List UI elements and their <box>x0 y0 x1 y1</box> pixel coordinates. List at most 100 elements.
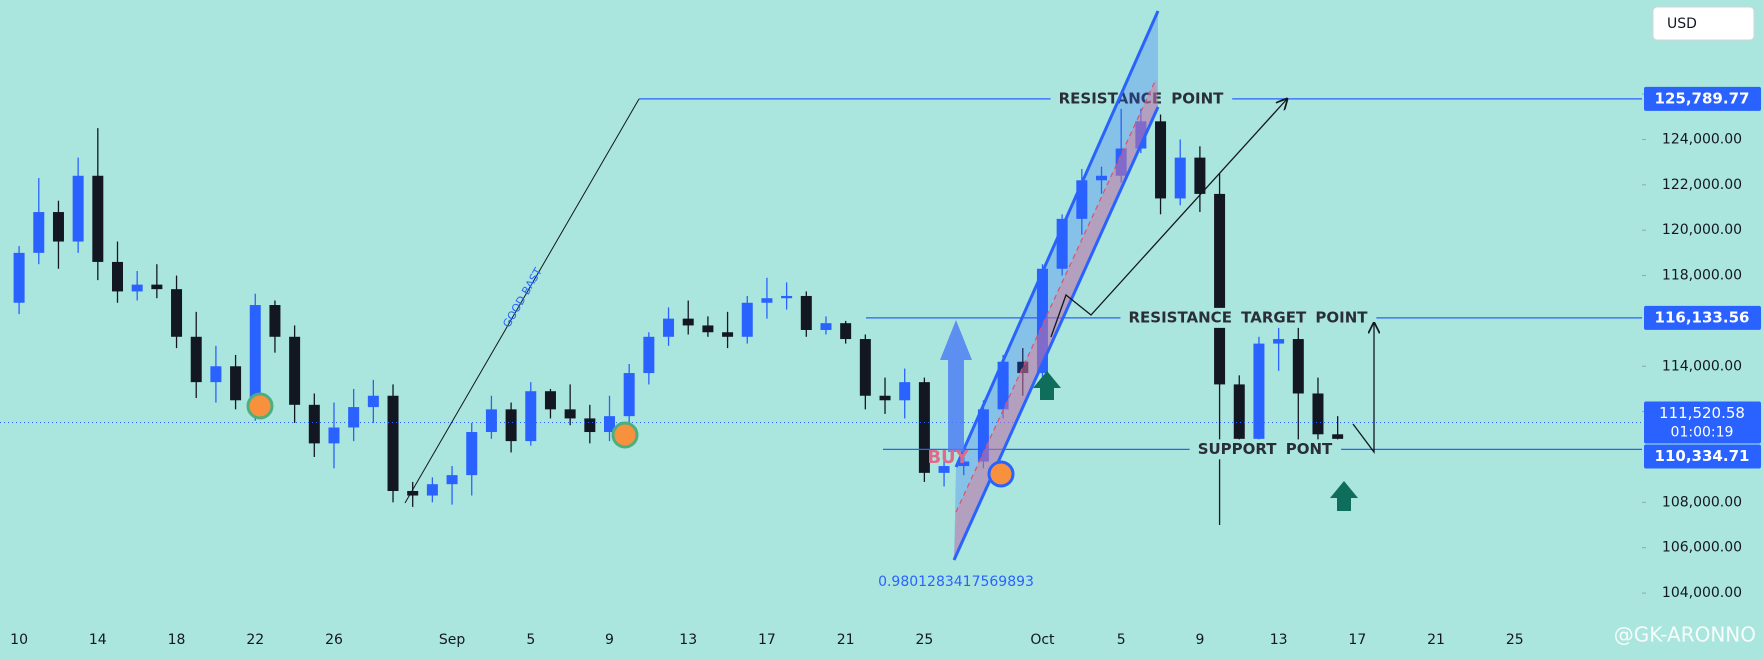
candle-body <box>407 490 419 496</box>
candle-body <box>1292 339 1304 394</box>
candle-body <box>781 295 793 299</box>
candle-body <box>604 416 615 433</box>
candle-body <box>682 318 694 326</box>
watermark: @GK-ARONNO <box>1614 623 1756 647</box>
channel-mid <box>955 78 1157 513</box>
candle-body <box>1233 384 1245 439</box>
x-tick-label: 5 <box>1117 632 1126 648</box>
candle-body <box>1253 343 1265 439</box>
candle-body <box>1214 193 1226 385</box>
y-tick-label: 118,000.00 <box>1662 268 1742 284</box>
candle-body <box>112 261 123 292</box>
candle-body <box>977 409 989 462</box>
channel-upper <box>954 10 1160 468</box>
line-label: RESISTANCE TARGET POINT <box>1128 308 1368 326</box>
line-label: SUPPORT PONT <box>1198 440 1333 458</box>
candle-body <box>72 175 84 242</box>
y-tick-label: 108,000.00 <box>1662 494 1742 510</box>
candle-body <box>348 407 360 428</box>
channel-lower <box>952 106 1160 561</box>
candle-body <box>1273 339 1285 344</box>
candle-body <box>52 212 64 242</box>
candle-body <box>289 336 301 405</box>
candle-body <box>131 284 143 292</box>
currency-label[interactable]: USD <box>1667 16 1697 32</box>
candle-body <box>820 323 832 330</box>
candle-body <box>446 475 458 485</box>
channel-band <box>954 79 1158 560</box>
label-bg <box>1050 88 1233 109</box>
candle-body <box>190 336 202 383</box>
price-tag-label: 116,133.56 <box>1655 308 1750 326</box>
x-tick-label: Oct <box>1030 632 1055 648</box>
candle-body <box>899 382 911 401</box>
candle-body <box>741 302 753 337</box>
candle-body <box>171 289 183 337</box>
channel-fill <box>954 11 1158 560</box>
path-arrow <box>1050 99 1287 338</box>
y-tick-label: 120,000.00 <box>1662 222 1742 238</box>
x-tick-label: 17 <box>758 632 776 648</box>
candle-body <box>1155 121 1167 199</box>
candle-body <box>702 325 714 333</box>
x-tick-label: 21 <box>1427 632 1445 648</box>
candle-body <box>1115 148 1127 176</box>
x-tick-label: 25 <box>915 632 933 648</box>
candle-body <box>623 373 635 417</box>
candle-body <box>151 284 163 290</box>
green-arrow <box>1330 481 1358 511</box>
buy-label: BUY <box>927 447 969 468</box>
candle-body <box>485 409 497 433</box>
candle-body <box>269 305 281 337</box>
candle-body <box>1076 180 1088 219</box>
target-arrow <box>1352 323 1374 454</box>
candle-body <box>879 395 891 401</box>
candle-body <box>1056 218 1068 269</box>
x-tick-label: 10 <box>10 632 28 648</box>
candle-body <box>544 391 556 410</box>
x-tick-label: 17 <box>1348 632 1366 648</box>
candle-body <box>249 305 261 401</box>
x-tick-label: 22 <box>246 632 264 648</box>
price-axis: 104,000.00106,000.00108,000.00112,000.00… <box>1642 0 1763 660</box>
x-tick-label: 9 <box>1195 632 1204 648</box>
currency-button[interactable] <box>1652 6 1755 41</box>
candle-body <box>859 339 871 396</box>
y-tick-label: 106,000.00 <box>1662 540 1742 556</box>
candle-body <box>33 212 45 253</box>
candle-body <box>1194 157 1206 194</box>
x-tick-label: 25 <box>1506 632 1524 648</box>
price-tag <box>1644 401 1761 444</box>
candle-body <box>997 361 1009 410</box>
price-tag-label: 110,334.71 <box>1655 447 1750 465</box>
candle-body <box>1017 361 1029 374</box>
y-tick-label: 114,000.00 <box>1662 358 1742 374</box>
trend-line <box>404 98 640 504</box>
y-tick-label: 122,000.00 <box>1662 177 1742 193</box>
y-tick-label: 104,000.00 <box>1662 585 1742 601</box>
green-arrow <box>1033 371 1061 400</box>
plot: 10 14 18 22 26 Sep 5 9 13 17 21 25 Oct 5 9 13 17 21 25 RESI… <box>0 88 1642 648</box>
price-tag-label: 111,520.58 <box>1659 404 1745 422</box>
candle-body <box>308 404 320 444</box>
x-tick-label: 14 <box>89 632 107 648</box>
candle-body <box>840 323 852 340</box>
price-tag <box>1644 86 1761 111</box>
x-tick-label: 21 <box>837 632 855 648</box>
candle-body <box>1332 434 1344 439</box>
candle-body <box>367 395 379 408</box>
marker-circle <box>611 421 639 449</box>
candle-body <box>13 252 25 303</box>
candle-body <box>761 298 773 303</box>
candle-body <box>918 382 930 473</box>
x-tick-label: 9 <box>605 632 614 648</box>
countdown-label: 01:00:19 <box>1671 424 1734 440</box>
candle-body <box>1135 121 1147 149</box>
candle-body <box>584 418 596 433</box>
x-tick-label: 26 <box>325 632 343 648</box>
candle-body <box>1174 157 1186 199</box>
x-tick-label: 13 <box>1270 632 1288 648</box>
candle-body <box>663 318 675 337</box>
